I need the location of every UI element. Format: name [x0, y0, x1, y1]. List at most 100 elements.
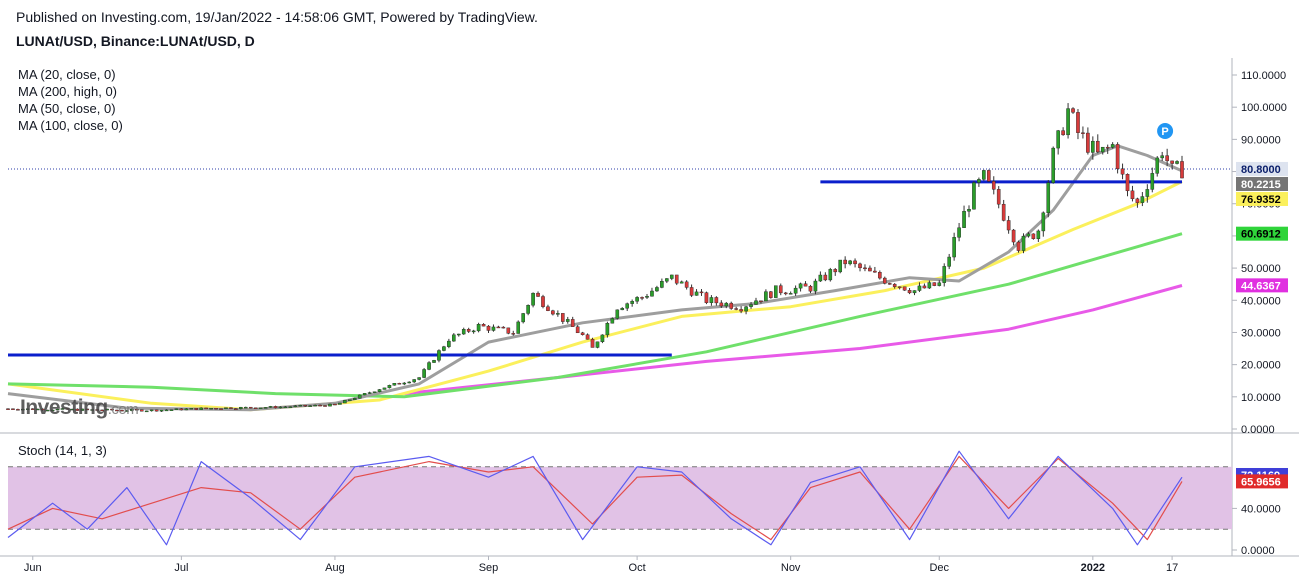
candle	[516, 321, 521, 334]
candle	[100, 409, 104, 412]
candle	[1001, 203, 1006, 221]
candle	[209, 408, 213, 410]
candle	[1160, 155, 1164, 159]
candle	[506, 327, 511, 334]
candle	[1006, 220, 1011, 231]
price-axis-label: 110.0000	[1241, 70, 1286, 82]
candle	[476, 324, 481, 332]
legend-item-ma100[interactable]: MA (100, close, 0)	[18, 118, 123, 133]
candle	[397, 383, 402, 385]
candle	[283, 406, 288, 409]
legend-item-ma20[interactable]: MA (20, close, 0)	[18, 67, 116, 82]
candle	[1031, 233, 1036, 239]
candle	[1150, 173, 1155, 190]
candle	[952, 237, 956, 258]
candle	[912, 290, 917, 294]
candle	[60, 408, 65, 410]
candle	[823, 274, 828, 281]
candle	[610, 318, 615, 324]
candle	[328, 403, 332, 407]
legend-item-ma50[interactable]: MA (50, close, 0)	[18, 101, 116, 116]
time-axis-label: Nov	[781, 562, 801, 574]
candle	[481, 324, 486, 327]
candle	[853, 260, 857, 265]
candle	[323, 405, 327, 407]
stoch-axis-label: 0.0000	[1241, 545, 1275, 557]
candle	[75, 408, 80, 411]
candle	[1076, 112, 1080, 133]
candle	[486, 325, 491, 331]
candle	[6, 408, 10, 410]
pivot-marker[interactable]	[1157, 123, 1174, 139]
candle	[1155, 157, 1160, 174]
candle	[1125, 174, 1130, 192]
candle	[422, 369, 426, 378]
candle	[808, 285, 813, 292]
candle	[625, 303, 629, 309]
legend-item-ma200[interactable]: MA (200, high, 0)	[18, 84, 117, 99]
candle	[897, 286, 902, 288]
candle	[372, 391, 377, 393]
candle	[288, 406, 293, 408]
candle	[565, 319, 570, 322]
candle	[392, 383, 397, 386]
candle	[942, 266, 947, 283]
candle	[273, 406, 278, 409]
stoch-tag-label: 65.9656	[1241, 476, 1281, 488]
ma-line-ma-20-close-0-	[7, 144, 1183, 412]
candle	[887, 283, 892, 285]
candle	[343, 400, 347, 404]
candle	[1071, 108, 1075, 113]
candle	[159, 409, 164, 412]
candle	[734, 308, 738, 310]
candle	[65, 408, 70, 410]
stoch-tag	[1236, 474, 1288, 489]
candle	[456, 333, 461, 336]
candle	[30, 408, 35, 410]
candle	[318, 404, 322, 407]
candle	[868, 267, 872, 272]
candle	[774, 285, 778, 298]
candle	[521, 313, 525, 323]
candle	[595, 341, 600, 348]
candle	[154, 409, 159, 412]
candle	[16, 409, 20, 411]
candle	[1091, 140, 1095, 153]
candle	[11, 408, 15, 410]
candle	[709, 297, 714, 303]
symbol-title: LUNAt/USD, Binance:LUNAt/USD, D	[16, 33, 255, 49]
candle	[689, 287, 694, 296]
candle	[427, 362, 431, 370]
candle	[1145, 189, 1150, 197]
candle	[585, 334, 590, 340]
candle	[45, 409, 50, 412]
time-axis-label: Sep	[479, 562, 499, 574]
candle	[694, 291, 699, 296]
candle	[580, 332, 585, 335]
candle	[224, 407, 228, 409]
ma-line-ma-100-close-0-	[7, 232, 1183, 399]
candle	[496, 326, 501, 329]
candle	[204, 407, 208, 410]
stoch-line-d	[7, 455, 1183, 541]
candle	[1180, 161, 1184, 179]
candle	[511, 333, 516, 335]
candle	[759, 300, 763, 302]
candle	[303, 404, 308, 407]
candle	[996, 189, 1001, 205]
candle	[833, 269, 838, 273]
candle	[729, 302, 734, 309]
price-tag-label: 80.8000	[1241, 164, 1281, 176]
candle	[234, 408, 238, 410]
candle	[447, 340, 451, 347]
price-tag-label: 76.9352	[1241, 194, 1281, 206]
time-axis-label: Dec	[929, 562, 949, 574]
candle	[189, 408, 194, 410]
candle	[417, 377, 421, 380]
candle	[556, 313, 560, 315]
candle	[749, 304, 753, 307]
candle	[1081, 132, 1085, 134]
candle	[640, 297, 644, 299]
candle	[714, 297, 719, 304]
